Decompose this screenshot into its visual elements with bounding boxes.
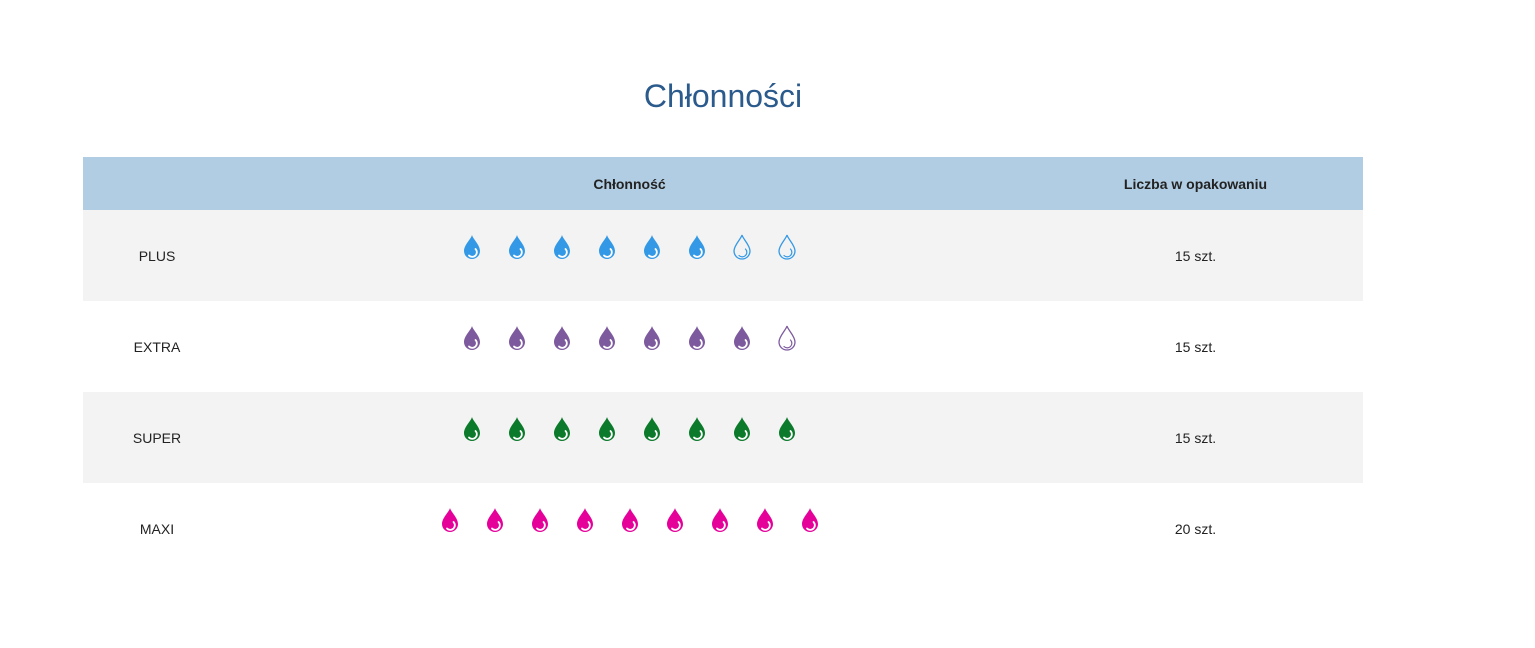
absorbency-rating [231,392,1028,483]
package-count: 15 szt. [1174,247,1217,264]
page-title: Chłonności [643,78,803,114]
product-name: EXTRA [133,338,181,355]
water-drop-filled-icon [644,234,660,259]
absorbency-rating [231,210,1028,301]
water-drop-filled-icon [689,234,705,259]
absorbency-rating [231,483,1028,574]
water-drop-filled-icon [441,507,458,532]
water-drop-filled-icon [621,507,638,532]
water-drop-filled-icon [509,234,525,259]
absorbency-rating [231,301,1028,392]
water-drop-filled-icon [689,325,705,350]
water-drop-filled-icon [711,507,728,532]
product-name: SUPER [132,429,182,446]
header-name [83,157,231,210]
water-drop-outline-icon [778,325,796,351]
product-name: MAXI [139,520,175,537]
water-drop-outline-icon [778,234,796,260]
product-name: PLUS [138,247,176,264]
table-row: PLUS 15 szt. [83,210,1363,301]
package-count: 15 szt. [1174,338,1217,355]
water-drop-filled-icon [464,325,480,350]
water-drop-filled-icon [644,416,660,441]
table-row: SUPER 15 szt. [83,392,1363,483]
package-count: 20 szt. [1174,520,1217,537]
water-drop-filled-icon [509,325,525,350]
water-drop-filled-icon [599,416,615,441]
water-drop-filled-icon [599,234,615,259]
header-absorbency: Chłonność [593,175,666,192]
water-drop-filled-icon [576,507,593,532]
table-row: MAXI 20 szt. [83,483,1363,574]
package-count: 15 szt. [1174,429,1217,446]
water-drop-filled-icon [554,416,570,441]
water-drop-filled-icon [689,416,705,441]
water-drop-filled-icon [779,416,795,441]
water-drop-filled-icon [756,507,773,532]
water-drop-filled-icon [599,325,615,350]
absorbency-table: Chłonność Liczba w opakowaniu PLUS 15 szt… [83,157,1363,574]
water-drop-filled-icon [509,416,525,441]
water-drop-filled-icon [486,507,503,532]
water-drop-filled-icon [644,325,660,350]
table-row: EXTRA 15 szt. [83,301,1363,392]
water-drop-filled-icon [464,416,480,441]
water-drop-filled-icon [531,507,548,532]
water-drop-outline-icon [733,234,751,260]
header-count: Liczba w opakowaniu [1123,175,1268,192]
water-drop-filled-icon [554,325,570,350]
water-drop-filled-icon [554,234,570,259]
water-drop-filled-icon [734,325,750,350]
water-drop-filled-icon [666,507,683,532]
water-drop-filled-icon [801,507,818,532]
table-header-row: Chłonność Liczba w opakowaniu [83,157,1363,210]
water-drop-filled-icon [734,416,750,441]
water-drop-filled-icon [464,234,480,259]
